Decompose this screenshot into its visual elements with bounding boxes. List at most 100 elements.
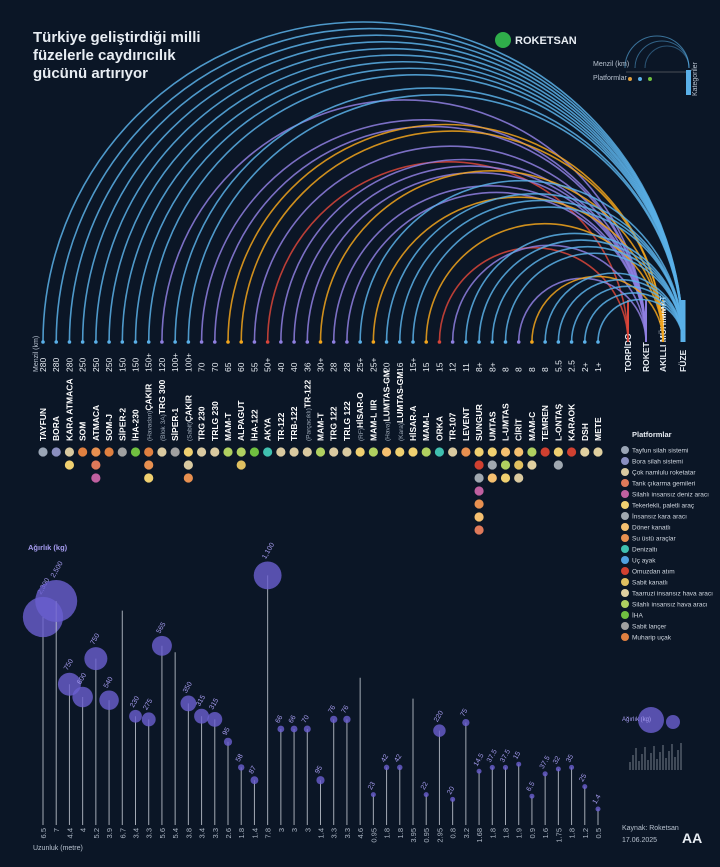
length-label: 1.4 — [250, 828, 259, 838]
platform-icon — [552, 459, 564, 471]
platform-icon — [566, 446, 577, 458]
arc-foot — [411, 340, 415, 344]
range-arc — [597, 298, 684, 343]
arc-foot — [252, 340, 257, 344]
range-arc — [266, 161, 629, 343]
range-label: 8 — [514, 367, 524, 372]
weight-label: 25 — [578, 773, 588, 783]
missile-name-text: HİSAR-A — [408, 406, 418, 441]
platform-icon — [579, 446, 591, 458]
arc-foot — [582, 340, 587, 344]
length-label: 3.8 — [184, 828, 193, 838]
title-line: füzelerle caydırıcılık — [33, 47, 176, 64]
missile-name: L-ONTAŞ — [553, 404, 563, 441]
legend-label: Taarruzi insansız hava aracı — [632, 591, 713, 598]
length-label: 5.2 — [92, 828, 101, 838]
range-label: 8 — [501, 367, 511, 372]
length-label: 7 — [52, 828, 61, 832]
platform-icon — [328, 446, 340, 458]
platform-icon — [500, 459, 511, 471]
weight-bubble — [72, 686, 93, 708]
missile-name-text: HİSAR-O — [355, 392, 365, 428]
weight-bubble — [343, 715, 351, 724]
weight-label: 22 — [420, 781, 430, 791]
platform-icon — [354, 446, 366, 458]
range-label: 15+ — [408, 358, 418, 372]
platform-icon — [500, 446, 511, 458]
weight-bubble — [84, 647, 108, 671]
missile-name-text: L-UMTAS — [501, 403, 511, 441]
range-arc — [412, 206, 684, 343]
arc-foot — [516, 340, 521, 344]
arc-foot — [331, 340, 336, 344]
platform-icon — [513, 446, 525, 458]
weight-label: 42 — [393, 753, 403, 763]
weight-bubble — [129, 709, 142, 723]
length-label: 1.8 — [502, 828, 511, 838]
length-label: 1.75 — [554, 828, 563, 843]
platform-icon — [473, 511, 485, 523]
legend-label: Uç ayak — [632, 558, 656, 565]
length-label: 1.2 — [581, 828, 590, 838]
range-label: 55 — [249, 362, 259, 372]
weight-label: 66 — [288, 714, 298, 724]
legend-label: Sabit lançer — [632, 624, 667, 631]
missile-name-text: ALPAGUT — [236, 400, 246, 441]
title-line: Türkiye geliştirdiği milli — [33, 29, 201, 46]
platform-icon — [473, 459, 485, 471]
missile-name-text: KARA ATMACA — [64, 379, 74, 441]
length-axis-label: Uzunluk (metre) — [33, 845, 83, 852]
platform-icon — [143, 446, 155, 458]
arc-foot — [279, 340, 283, 344]
range-label: 20 — [382, 362, 392, 372]
length-label: 6.7 — [118, 828, 127, 838]
range-arc — [213, 125, 647, 343]
legend-swatch — [621, 611, 629, 619]
platform-icon — [473, 524, 485, 536]
legend-label: Tank çıkarma gemileri — [632, 481, 695, 488]
missile-name-text: TRB-122 — [289, 406, 299, 441]
date: 17.06.2025 — [622, 837, 657, 844]
weight-label: 350 — [182, 681, 194, 695]
legend-swatch — [621, 490, 629, 498]
length-label: 2.6 — [224, 828, 233, 838]
missile-name: TR-122 — [276, 412, 286, 441]
platform-icon — [288, 446, 300, 458]
platform-icon — [156, 446, 168, 458]
missile-name-text: TRLG 122 — [342, 401, 352, 441]
missile-name: (Blok 3A)TRG 300 — [157, 380, 167, 441]
weight-bubble — [151, 635, 172, 656]
logo-mark — [495, 32, 511, 48]
missile-name-text: TRG 122 — [329, 406, 339, 441]
missile-name-text: SOM — [78, 422, 88, 441]
platform-icon — [394, 446, 406, 458]
platform-icon — [222, 446, 234, 458]
missile-name-text: AKYA — [263, 418, 273, 441]
arc-foot — [226, 340, 230, 344]
range-label: 2+ — [580, 362, 590, 372]
length-label: 0.9 — [528, 828, 537, 838]
mini-dot — [648, 77, 652, 81]
weight-label: 315 — [195, 694, 207, 708]
missile-name-text: ATMACA — [91, 405, 101, 441]
platform-icon — [473, 472, 485, 484]
range-arc — [147, 74, 684, 343]
legend-label: Omuzdan atım — [632, 569, 675, 576]
missile-name: TR-107 — [448, 412, 458, 441]
arc-foot — [384, 340, 389, 344]
platform-icon — [64, 446, 75, 458]
missile-name: HİSAR-A — [408, 406, 418, 441]
range-label: 100+ — [183, 353, 193, 372]
weight-label: 95 — [222, 726, 232, 736]
missile-name: MAM-L IIR — [368, 400, 378, 441]
weight-bubble — [476, 768, 482, 774]
platform-icon — [486, 459, 498, 471]
length-label: 3 — [277, 828, 286, 832]
length-label: 3.9 — [105, 828, 114, 838]
arc-foot — [490, 340, 495, 344]
title-line: gücünü artırıyor — [33, 65, 148, 82]
legend-swatch — [621, 468, 629, 476]
legend-label: İnsansız kara aracı — [632, 512, 687, 521]
weight-bubble — [194, 708, 210, 724]
range-label: 70 — [210, 362, 220, 372]
